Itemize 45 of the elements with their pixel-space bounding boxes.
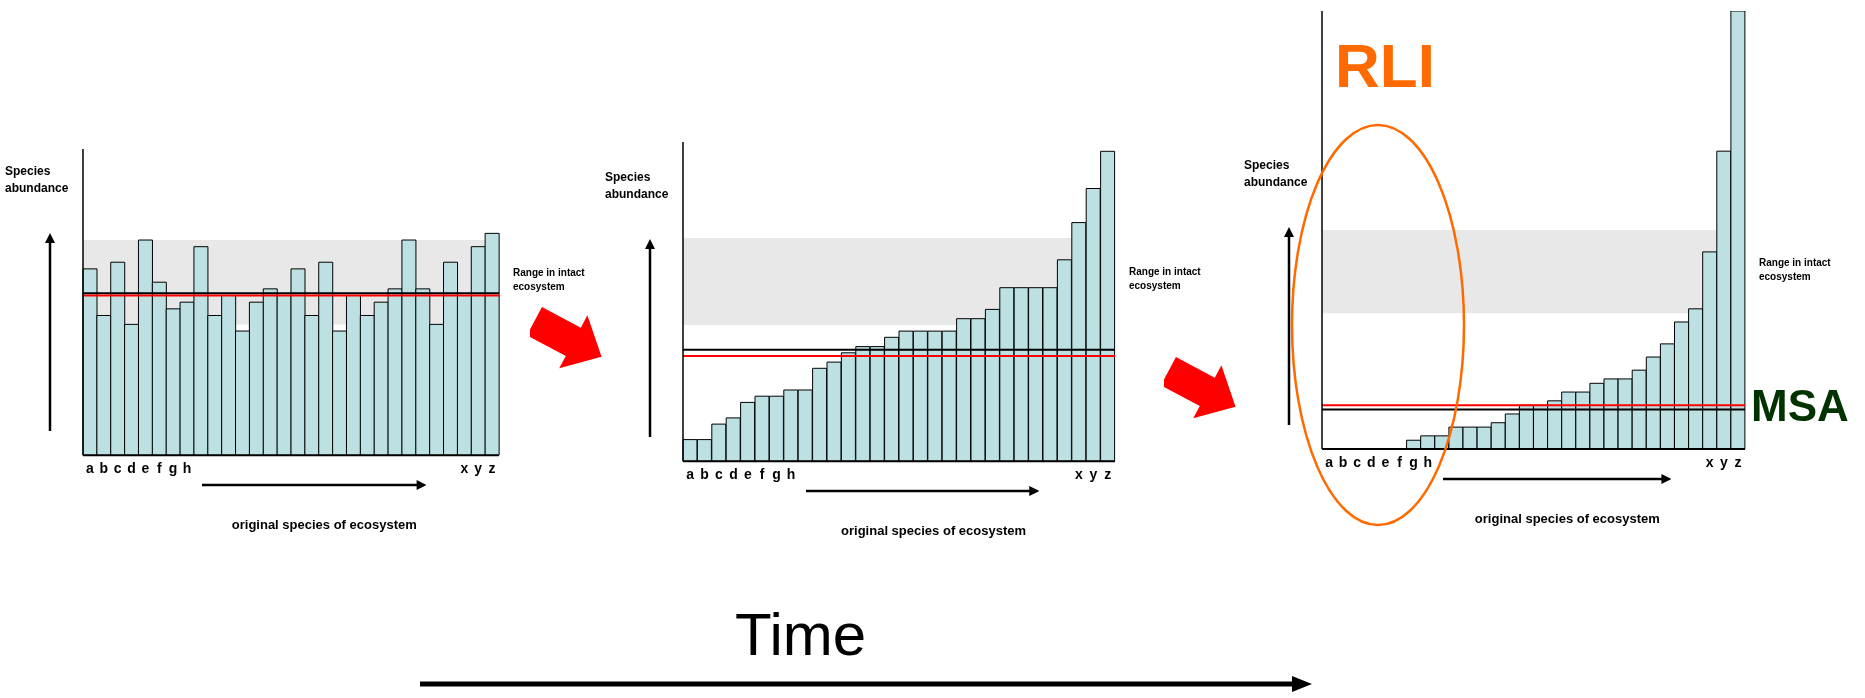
x-tick-label: d [1367, 453, 1376, 470]
x-tick-label: b [99, 459, 109, 476]
x-tick-label: y [474, 459, 483, 476]
band-label: Range in intact ecosystem [1759, 255, 1832, 284]
x-axis-title: original species of ecosystem [230, 517, 418, 532]
x-tick-label: g [1409, 453, 1418, 470]
x-tick-label: c [1353, 453, 1362, 470]
x-tick-label: y [1089, 465, 1098, 482]
x-tick-label: b [1338, 453, 1348, 470]
y-axis-title: Species abundance [605, 169, 670, 203]
y-axis-title: Species abundance [1244, 157, 1309, 191]
x-tick-label: x [1705, 453, 1714, 470]
band-label: Range in intact ecosystem [513, 265, 586, 294]
band-label: Range in intact ecosystem [1129, 265, 1202, 294]
x-tick-label: e [141, 459, 150, 476]
x-tick-label: d [127, 459, 136, 476]
x-tick-label: f [1397, 453, 1403, 470]
text: Time [735, 600, 867, 669]
x-tick-label: b [700, 465, 709, 482]
x-tick-label: z [488, 459, 496, 476]
x-tick-label: e [743, 465, 752, 482]
x-tick-label: e [1381, 453, 1390, 470]
x-tick-label: x [460, 459, 469, 476]
x-tick-label: g [168, 459, 178, 476]
x-tick-label: a [686, 465, 695, 482]
x-tick-label: h [182, 459, 192, 476]
x-tick-label: c [113, 459, 122, 476]
x-axis-title: original species of ecosystem [1473, 511, 1661, 526]
x-tick-label: a [86, 459, 95, 476]
x-tick-label: h [1423, 453, 1433, 470]
ref-line-label: MSA [1751, 380, 1849, 430]
x-tick-label: f [759, 465, 765, 482]
x-tick-label: z [1104, 465, 1112, 482]
x-tick-label: z [1734, 453, 1742, 470]
x-tick-label: h [786, 465, 796, 482]
x-tick-label: x [1075, 465, 1084, 482]
x-tick-label: d [729, 465, 738, 482]
x-tick-label: f [156, 459, 162, 476]
x-tick-label: g [772, 465, 781, 482]
x-tick-label: a [1325, 453, 1334, 470]
annotation: RLI [1335, 30, 1435, 101]
y-axis-title: Species abundance [5, 163, 70, 197]
x-tick-label: y [1719, 453, 1728, 470]
x-tick-label: c [715, 465, 724, 482]
x-axis-title: original species of ecosystem [840, 523, 1028, 538]
